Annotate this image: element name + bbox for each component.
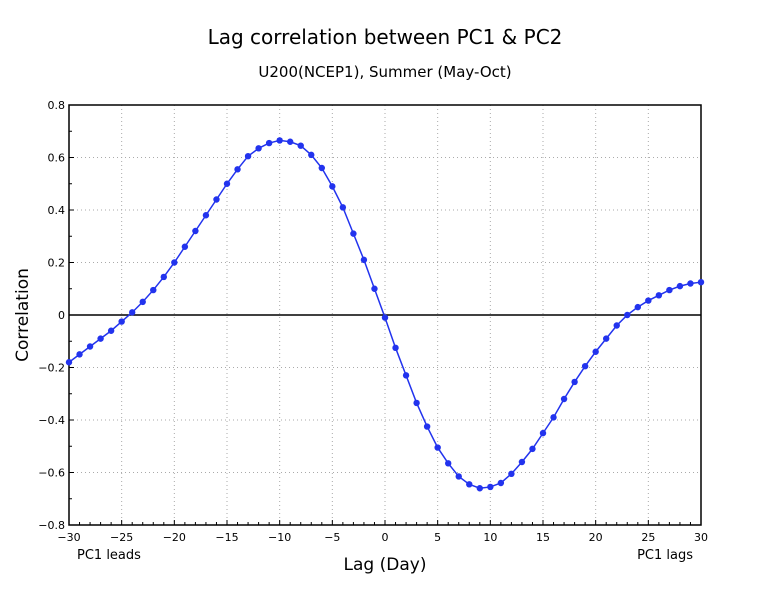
data-point	[550, 414, 557, 421]
data-point	[360, 256, 368, 264]
x-tick-label: −10	[268, 531, 291, 544]
data-point	[497, 479, 505, 487]
y-tick-label: 0.6	[48, 152, 66, 165]
data-point	[339, 204, 347, 211]
y-tick-label: −0.6	[38, 467, 65, 480]
series	[65, 137, 705, 492]
y-axis-label: Correlation	[13, 268, 33, 362]
data-point	[308, 151, 315, 159]
x-tick-label: 5	[434, 531, 441, 544]
data-point	[508, 470, 515, 478]
x-tick-label: −30	[57, 531, 80, 544]
data-point	[455, 473, 462, 480]
data-point	[297, 142, 304, 149]
y-tick-label: −0.4	[38, 414, 65, 427]
data-point	[202, 212, 210, 219]
x-tick-label: 25	[641, 531, 655, 544]
data-point	[265, 139, 273, 147]
data-point	[476, 485, 483, 492]
x-tick-label: 15	[536, 531, 550, 544]
pc1-leads-note: PC1 leads	[77, 548, 141, 563]
y-tick-label: 0.2	[48, 257, 66, 270]
data-point	[645, 297, 652, 304]
data-point	[65, 359, 73, 366]
data-point	[560, 395, 568, 403]
data-point	[697, 278, 705, 286]
x-tick-label: −20	[163, 531, 186, 544]
y-tick-label: 0.8	[48, 99, 66, 112]
data-point	[86, 343, 94, 350]
data-point	[171, 259, 178, 266]
data-point	[139, 298, 146, 306]
data-point	[118, 318, 125, 325]
y-tick-label: 0.4	[48, 204, 66, 217]
x-tick-label: 20	[589, 531, 603, 544]
data-point	[234, 166, 241, 173]
data-point	[371, 285, 378, 292]
data-point	[244, 152, 252, 160]
data-point	[318, 164, 325, 172]
data-point	[603, 335, 610, 342]
data-point	[350, 230, 357, 237]
data-point	[487, 483, 494, 491]
x-tick-label: −5	[324, 531, 340, 544]
data-point	[129, 309, 136, 316]
data-point	[518, 458, 526, 466]
x-tick-label: 10	[483, 531, 497, 544]
data-point	[402, 372, 410, 379]
data-point	[445, 460, 452, 467]
data-point	[181, 243, 189, 250]
data-point	[287, 138, 294, 145]
chart-title: Lag correlation between PC1 & PC2	[208, 25, 563, 49]
data-point	[150, 286, 157, 294]
data-point	[413, 399, 420, 407]
data-point	[434, 444, 441, 451]
data-point	[255, 145, 262, 152]
data-point	[223, 180, 231, 187]
data-point	[687, 280, 694, 287]
axes: −30 −25 −20 −15 −10 −5 0 5 10 15 20 25 30 −0.8 −0.6 −0.…	[38, 99, 708, 544]
data-point	[192, 227, 199, 235]
data-point	[676, 282, 684, 290]
data-point	[107, 327, 115, 334]
data-point	[97, 335, 104, 342]
data-point	[466, 481, 473, 488]
data-point	[76, 351, 83, 358]
pc1-lags-note: PC1 lags	[637, 548, 693, 563]
chart-subtitle: U200(NCEP1), Summer (May-Oct)	[258, 63, 511, 81]
data-point	[329, 183, 336, 190]
data-point	[160, 273, 167, 281]
x-tick-label: 0	[382, 531, 389, 544]
y-tick-label: −0.8	[38, 519, 65, 532]
y-tick-label: 0	[58, 309, 65, 322]
y-tick-label: −0.2	[38, 362, 65, 375]
data-point	[571, 378, 578, 386]
data-point	[592, 348, 599, 355]
data-point	[613, 322, 620, 329]
data-point	[666, 286, 673, 294]
data-point	[581, 362, 589, 370]
x-tick-label: −25	[110, 531, 133, 544]
data-point	[213, 196, 220, 203]
x-tick-label: 30	[694, 531, 708, 544]
data-point	[392, 344, 399, 352]
data-point	[529, 445, 536, 453]
data-point	[655, 292, 663, 299]
data-point	[539, 429, 547, 437]
data-point	[381, 314, 389, 321]
data-point	[634, 303, 641, 311]
data-point	[276, 137, 283, 144]
x-axis-label: Lag (Day)	[344, 555, 427, 575]
data-point	[423, 423, 431, 430]
data-point	[624, 311, 631, 319]
x-tick-label: −15	[215, 531, 238, 544]
